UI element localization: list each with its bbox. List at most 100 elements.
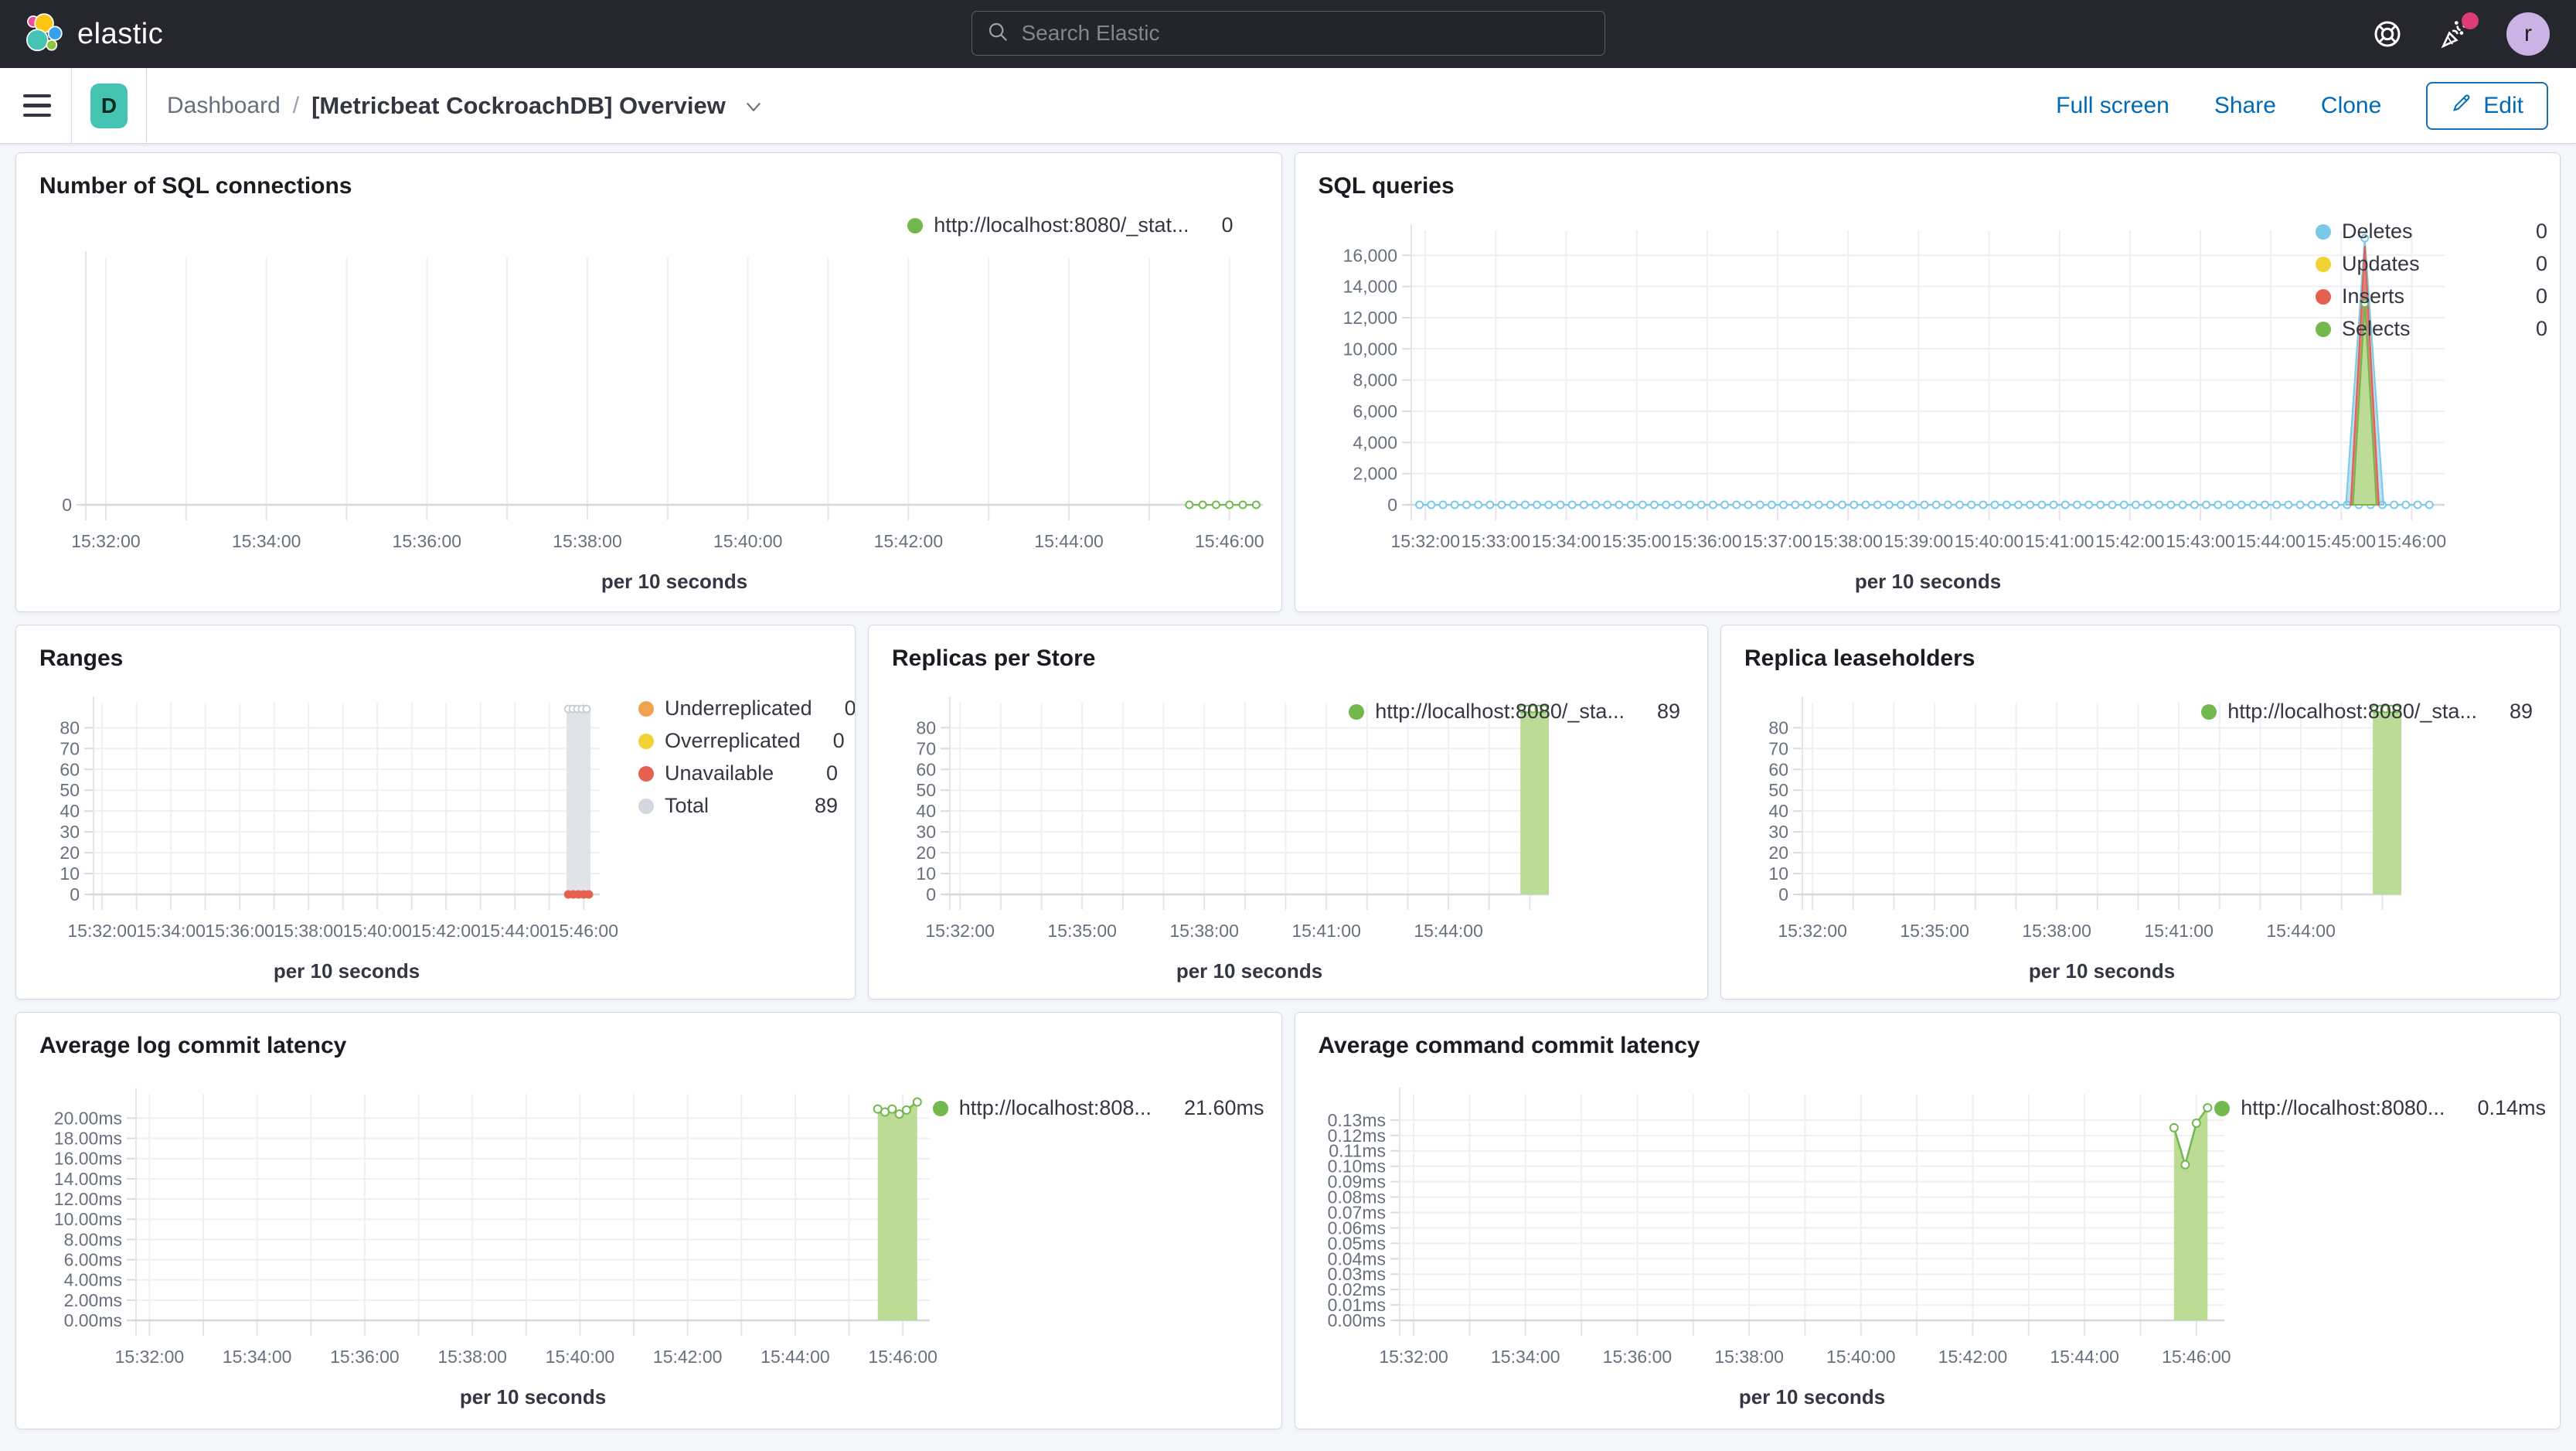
menu-hamburger-icon[interactable] [23,94,51,118]
legend-dot [932,1100,948,1116]
legend-label: Overreplicated [665,729,801,752]
full-screen-button[interactable]: Full screen [2056,92,2169,118]
panel-title[interactable]: Ranges [39,645,124,671]
panel-title[interactable]: Average command commit latency [1318,1033,1700,1058]
share-button[interactable]: Share [2214,92,2276,118]
svg-text:10.00ms: 10.00ms [54,1209,122,1229]
breadcrumb-separator: / [292,92,300,118]
panel-replicas-per-store: Replicas per Store 0 10 20 30 40 50 60 70 80 15:3… [868,625,1708,1000]
svg-text:15:41:00: 15:41:00 [2024,531,2094,551]
svg-text:15:36:00: 15:36:00 [1602,1347,1672,1367]
svg-text:per 10 seconds: per 10 seconds [2029,959,2175,983]
legend-item-deletes[interactable]: Deletes 0 [2316,220,2547,244]
svg-text:18.00ms: 18.00ms [54,1129,122,1149]
legend-dot [638,700,654,717]
legend-item-http-localhost-8080-sta-[interactable]: http://localhost:8080/_sta... 89 [2201,700,2533,724]
svg-text:20.00ms: 20.00ms [54,1108,122,1128]
svg-text:15:36:00: 15:36:00 [1673,531,1742,551]
panel-title[interactable]: Replicas per Store [892,645,1096,671]
svg-text:10: 10 [60,863,80,884]
svg-text:40: 40 [1768,801,1788,821]
global-search[interactable] [971,11,1605,56]
svg-text:15:35:00: 15:35:00 [1047,921,1117,941]
legend-value: 89 [2509,700,2533,723]
panel-title[interactable]: SQL queries [1318,173,1455,199]
svg-text:15:40:00: 15:40:00 [342,921,412,941]
legend-dot [2316,256,2331,272]
svg-text:15:44:00: 15:44:00 [480,921,550,941]
elastic-logo[interactable]: elastic [23,12,163,56]
svg-text:15:37:00: 15:37:00 [1743,531,1812,551]
svg-text:6,000: 6,000 [1353,401,1397,421]
svg-text:15:41:00: 15:41:00 [2144,921,2214,941]
panel-title[interactable]: Replica leaseholders [1744,645,1975,671]
svg-text:15:32:00: 15:32:00 [1390,531,1460,551]
clone-button[interactable]: Clone [2320,92,2382,118]
svg-text:per 10 seconds: per 10 seconds [460,1385,606,1408]
legend-dot [638,798,654,814]
edit-button[interactable]: Edit [2426,81,2548,130]
svg-text:15:40:00: 15:40:00 [1954,531,2023,551]
user-avatar[interactable]: r [2506,12,2550,56]
legend-item-http-localhost-8080-stat-[interactable]: http://localhost:8080/_stat... 0 [907,213,1234,237]
legend-item-total[interactable]: Total 89 [638,794,838,818]
legend-value: 0 [2535,252,2547,275]
svg-text:50: 50 [60,780,80,800]
svg-text:15:35:00: 15:35:00 [1601,531,1671,551]
divider [146,68,147,143]
svg-text:0: 0 [1778,884,1788,904]
chevron-down-icon[interactable] [743,95,764,117]
dashboard-toolbar: D Dashboard / [Metricbeat CockroachDB] O… [0,68,2576,144]
legend-item-inserts[interactable]: Inserts 0 [2316,284,2547,308]
legend-item-overreplicated[interactable]: Overreplicated 0 [638,729,845,753]
panel-ranges: Ranges 0 10 20 30 40 50 60 70 80 15:32:00 15:34:00… [15,625,856,1000]
svg-text:0.13ms: 0.13ms [1327,1110,1385,1130]
svg-text:16,000: 16,000 [1342,245,1397,265]
svg-text:0.10ms: 0.10ms [1327,1156,1385,1177]
chart-average-command-commit-latency: 0.00ms 0.01ms 0.02ms 0.03ms 0.04ms 0.05ms 0.06… [1295,1013,2561,1429]
svg-text:15:38:00: 15:38:00 [1714,1347,1784,1367]
legend-item-unavailable[interactable]: Unavailable 0 [638,761,838,785]
panel-sql-queries: SQL queries 0 2,000 4,000 6,000 8,000 10,000 1… [1294,152,2561,612]
svg-text:15:38:00: 15:38:00 [2022,921,2091,941]
legend-dot [907,217,924,233]
edit-button-label: Edit [2483,92,2523,118]
svg-text:30: 30 [60,822,80,842]
svg-text:60: 60 [916,759,936,779]
legend-label: http://localhost:808... [958,1096,1152,1119]
legend-item-selects[interactable]: Selects 0 [2316,317,2547,341]
legend-dot [638,733,654,749]
svg-text:8,000: 8,000 [1353,370,1397,390]
help-icon[interactable] [2370,17,2404,51]
svg-text:per 10 seconds: per 10 seconds [1176,959,1322,983]
breadcrumb-dashboard-link[interactable]: Dashboard [167,92,281,118]
legend-item-updates[interactable]: Updates 0 [2316,252,2547,276]
svg-text:15:44:00: 15:44:00 [761,1347,830,1367]
newsfeed-party-popper-icon[interactable] [2438,12,2479,51]
svg-text:15:36:00: 15:36:00 [393,531,462,551]
page-title[interactable]: [Metricbeat CockroachDB] Overview [311,91,726,119]
search-input[interactable] [1019,20,1591,46]
legend-item-http-localhost-808-[interactable]: http://localhost:808... 21.60ms [932,1096,1264,1120]
svg-text:14.00ms: 14.00ms [54,1169,122,1189]
svg-text:70: 70 [60,738,80,758]
svg-text:0.08ms: 0.08ms [1327,1187,1385,1207]
panel-title[interactable]: Number of SQL connections [39,173,352,199]
panel-number-of-sql-connections: Number of SQL connections 0 15:32:00 15:34… [15,152,1282,612]
legend-item-http-localhost-8080-sta-[interactable]: http://localhost:8080/_sta... 89 [1349,700,1680,724]
space-badge[interactable]: D [90,83,128,128]
legend-label: http://localhost:8080/_stat... [934,213,1189,237]
svg-text:15:34:00: 15:34:00 [223,1347,292,1367]
svg-text:0: 0 [62,495,72,515]
notification-dot [2462,12,2479,29]
svg-text:per 10 seconds: per 10 seconds [274,959,420,983]
svg-text:15:40:00: 15:40:00 [1826,1347,1896,1367]
legend-item-http-localhost-8080-[interactable]: http://localhost:8080... 0.14ms [2214,1096,2546,1120]
legend-dot [2316,321,2331,337]
svg-text:0.11ms: 0.11ms [1329,1141,1386,1161]
panel-title[interactable]: Average log commit latency [39,1033,347,1058]
legend-item-underreplicated[interactable]: Underreplicated 0 [638,697,855,720]
svg-text:2,000: 2,000 [1353,464,1397,484]
svg-text:15:34:00: 15:34:00 [1531,531,1601,551]
svg-text:15:39:00: 15:39:00 [1884,531,1953,551]
